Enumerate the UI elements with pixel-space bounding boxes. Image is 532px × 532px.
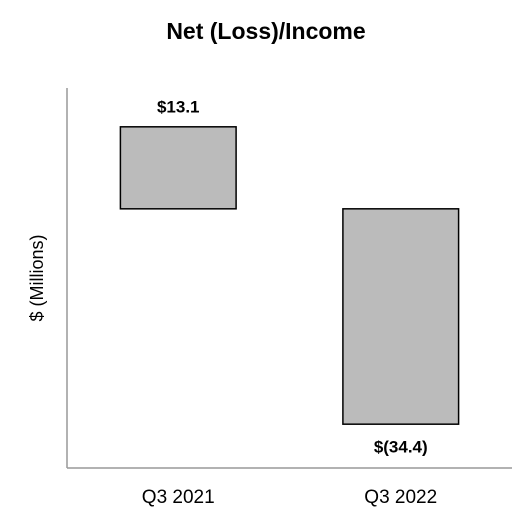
x-tick-label: Q3 2021 xyxy=(142,487,215,508)
bar xyxy=(119,126,237,210)
chart-title: Net (Loss)/Income xyxy=(166,18,365,44)
x-tick-label: Q3 2022 xyxy=(364,487,437,508)
value-label: $(34.4) xyxy=(374,438,428,457)
bar xyxy=(342,208,460,425)
value-label: $13.1 xyxy=(157,97,200,116)
y-axis-label: $ (Millions) xyxy=(27,234,47,321)
